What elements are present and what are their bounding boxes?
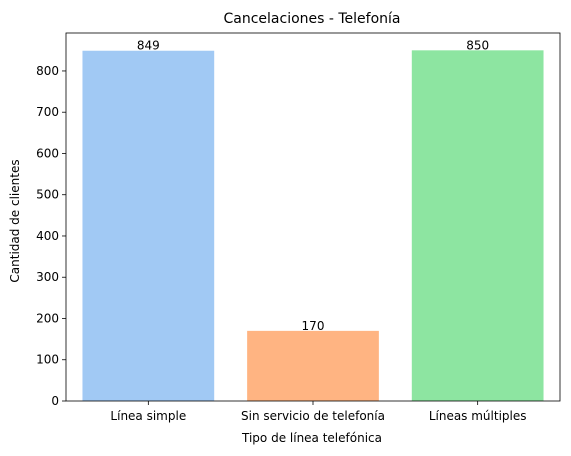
data-label: 850	[466, 38, 489, 52]
data-label: 849	[137, 39, 160, 53]
plot-frame	[65, 32, 561, 402]
y-axis-label: Cantidad de clientes	[8, 159, 22, 282]
y-tick-label: 200	[36, 311, 59, 325]
y-tick-label: 400	[36, 229, 59, 243]
x-tick-label: Líneas múltiples	[429, 409, 527, 423]
y-tick-label: 600	[36, 146, 59, 160]
x-axis-label: Tipo de línea telefónica	[241, 431, 382, 445]
y-tick-label: 700	[36, 105, 59, 119]
bar	[411, 50, 544, 401]
y-tick-label: 100	[36, 353, 59, 367]
y-tick-label: 500	[36, 188, 59, 202]
bar	[247, 330, 379, 401]
x-tick-label: Línea simple	[110, 409, 186, 423]
x-tick-label: Sin servicio de telefonía	[241, 409, 385, 423]
bar	[82, 50, 215, 402]
y-tick-label: 300	[36, 270, 59, 284]
chart-title: Cancelaciones - Telefonía	[223, 11, 400, 27]
plot-area: 849 Línea simple 170 Sin servicio de telefo…	[36, 32, 561, 423]
data-label: 170	[302, 319, 325, 333]
y-tick-label: 0	[51, 394, 59, 408]
y-tick-label: 800	[36, 64, 59, 78]
